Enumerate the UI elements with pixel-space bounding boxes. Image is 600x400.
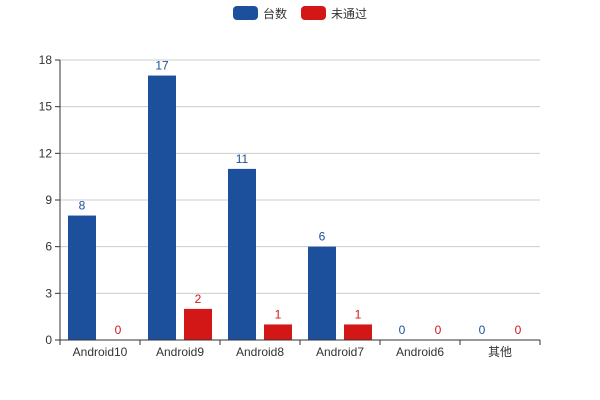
data-label-0-0: 8 [79,199,86,213]
y-tick-label-3: 9 [45,193,52,207]
x-tick-label-4: Android6 [396,345,444,359]
data-label-0-3: 6 [319,230,326,244]
bar-0-0 [68,215,96,340]
legend-label-series-1: 未通过 [331,6,368,21]
data-label-1-1: 2 [195,292,202,306]
y-tick-label-1: 3 [45,286,52,300]
data-label-1-3: 1 [355,307,362,321]
x-tick-label-1: Android9 [156,345,204,359]
chart-legend: 台数 未通过 [0,4,600,22]
data-label-0-1: 17 [155,59,169,73]
legend-item-series-1[interactable]: 未通过 [301,5,367,22]
data-label-1-0: 0 [115,323,122,337]
bar-1-1 [184,308,212,340]
y-tick-label-5: 15 [39,100,53,114]
bar-1-2 [264,324,292,340]
x-tick-label-5: 其他 [488,345,512,359]
legend-item-series-0[interactable]: 台数 [232,5,287,22]
y-tick-label-6: 18 [39,53,53,67]
legend-label-series-0: 台数 [262,6,287,21]
data-label-0-4: 0 [399,323,406,337]
bar-0-2 [228,168,256,340]
bar-0-1 [148,75,176,341]
x-tick-label-0: Android10 [73,345,128,359]
legend-swatch-series-1 [301,6,326,20]
y-tick-label-0: 0 [45,333,52,347]
data-label-0-5: 0 [479,323,486,337]
data-label-1-5: 0 [515,323,522,337]
bar-0-3 [308,246,336,340]
data-label-1-4: 0 [435,323,442,337]
y-tick-label-4: 12 [39,146,53,160]
data-label-0-2: 11 [236,152,249,166]
data-label-1-2: 1 [275,307,282,321]
bar-1-3 [344,324,372,340]
x-tick-label-3: Android7 [316,345,364,359]
y-tick-label-2: 6 [45,240,52,254]
x-tick-label-2: Android8 [236,345,284,359]
legend-swatch-series-0 [232,6,258,20]
